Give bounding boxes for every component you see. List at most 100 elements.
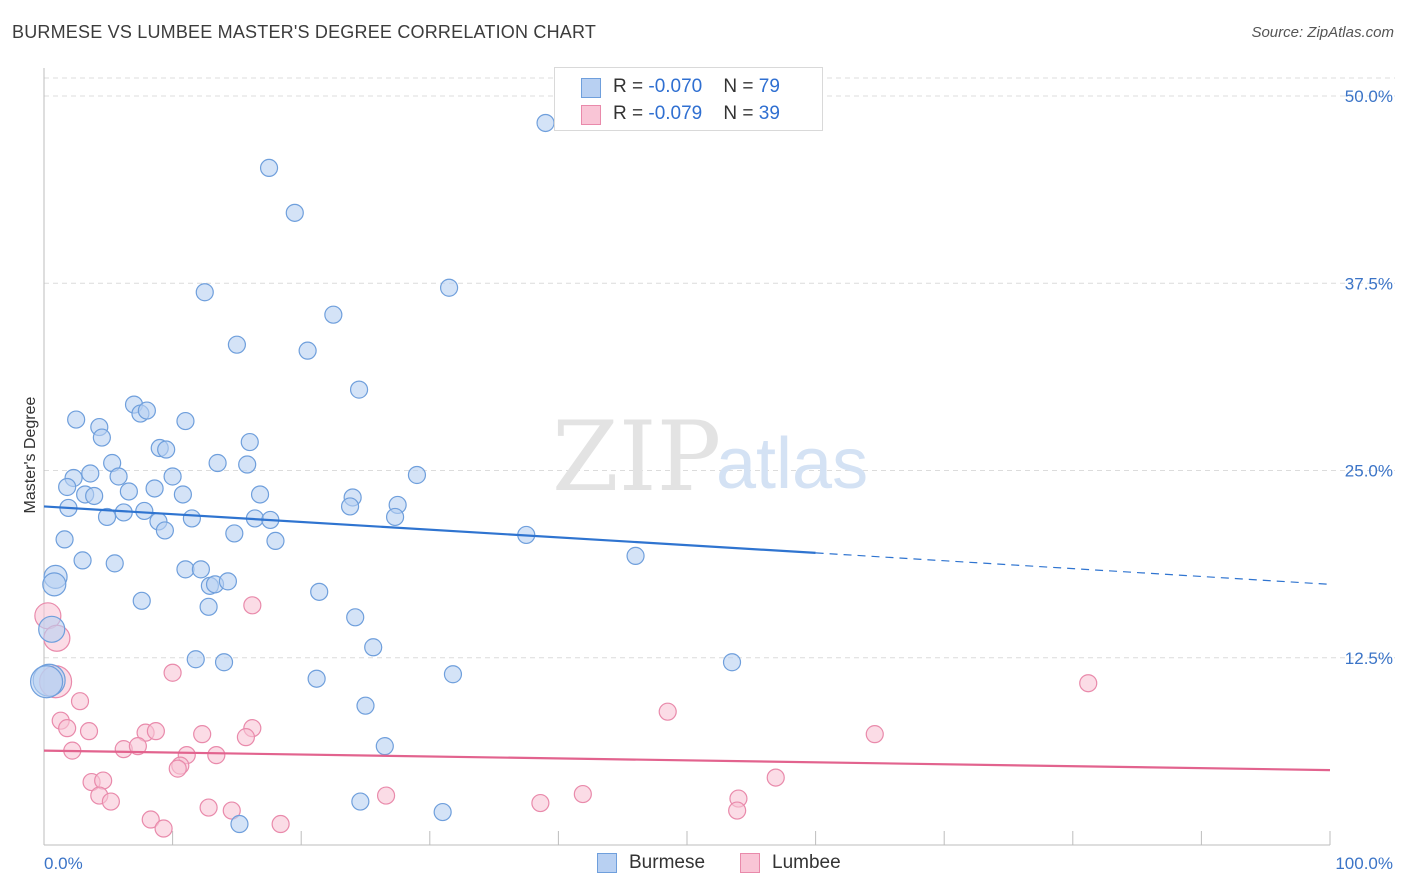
- legend-r-label: R =: [613, 103, 649, 124]
- burmese-point: [67, 410, 86, 429]
- burmese-point: [186, 650, 205, 669]
- burmese-point: [208, 453, 227, 473]
- axes: [43, 68, 1331, 846]
- legend-n-value: 39: [758, 103, 780, 124]
- burmese-point: [340, 497, 360, 516]
- burmese-point: [92, 428, 111, 447]
- lumbee-point: [58, 719, 77, 738]
- chart-title: BURMESE VS LUMBEE MASTER'S DEGREE CORREL…: [12, 22, 597, 42]
- lumbee-point: [728, 801, 747, 820]
- burmese-point: [298, 341, 317, 360]
- burmese-point: [73, 551, 92, 570]
- lumbee-point: [236, 728, 256, 747]
- burmese-point: [443, 665, 463, 684]
- lumbee-point: [573, 784, 592, 804]
- burmese-point: [42, 572, 67, 597]
- burmese-point: [439, 278, 459, 297]
- lumbee-point: [193, 725, 212, 744]
- lumbee-series: [34, 596, 1098, 838]
- lumbee-point: [154, 819, 173, 838]
- lumbee-point: [658, 702, 677, 721]
- lumbee-point: [101, 792, 120, 811]
- lumbee-point: [271, 814, 290, 834]
- burmese-point: [250, 485, 270, 504]
- legend-n-label: N =: [723, 103, 759, 124]
- legend-r-value: -0.079: [648, 103, 703, 124]
- bottom-legend-label-lumbee: Lumbee: [772, 852, 841, 873]
- burmese-point: [722, 653, 742, 672]
- burmese-point: [105, 554, 124, 573]
- lumbee-point: [531, 793, 550, 813]
- legend-n-label: N =: [723, 76, 759, 97]
- legend-swatch-lumbee: [581, 105, 601, 125]
- burmese-point: [364, 638, 383, 657]
- y-tick-label: 12.5%: [1345, 649, 1393, 668]
- burmese-point: [346, 608, 365, 627]
- trend-lines: [43, 505, 1331, 772]
- burmese-trend-extension: [815, 552, 1331, 585]
- burmese-point: [137, 401, 156, 420]
- legend-swatch-burmese: [581, 78, 601, 98]
- chart-source: Source: ZipAtlas.com: [1251, 24, 1394, 41]
- burmese-point: [132, 591, 151, 610]
- bottom-legend-swatch-burmese: [597, 853, 617, 873]
- burmese-point: [195, 283, 214, 302]
- burmese-point: [285, 203, 304, 222]
- burmese-point: [157, 440, 176, 459]
- burmese-point: [536, 113, 555, 133]
- burmese-series: [29, 113, 742, 834]
- burmese-point: [176, 560, 195, 579]
- burmese-point: [199, 597, 218, 616]
- burmese-point: [218, 572, 237, 591]
- y-tick-label: 50.0%: [1345, 87, 1393, 106]
- burmese-point: [433, 802, 452, 822]
- watermark-zip: ZIP: [552, 401, 721, 513]
- watermark: ZIP atlas: [552, 401, 868, 513]
- burmese-point: [259, 158, 279, 178]
- burmese-point: [163, 467, 182, 486]
- burmese-point: [375, 737, 394, 756]
- burmese-point: [227, 335, 246, 354]
- burmese-point: [191, 560, 210, 579]
- grid-lines: [44, 77, 1395, 659]
- burmese-point: [238, 455, 257, 474]
- lumbee-point: [207, 746, 226, 765]
- lumbee-point: [79, 722, 99, 741]
- burmese-point: [176, 411, 195, 431]
- lumbee-point: [141, 810, 160, 829]
- lumbee-trend-line: [43, 749, 1331, 772]
- burmese-trend-line: [43, 505, 816, 554]
- burmese-point: [135, 501, 154, 521]
- burmese-point: [109, 467, 128, 486]
- burmese-point: [173, 485, 192, 504]
- legend-n-value: 79: [758, 76, 780, 97]
- legend-r-label: R =: [613, 76, 649, 97]
- burmese-point: [155, 521, 174, 540]
- burmese-point: [119, 482, 138, 501]
- burmese-point: [385, 507, 405, 527]
- legend-text-lumbee: R = -0.079 N = 39: [613, 103, 780, 125]
- burmese-point: [81, 464, 100, 483]
- burmese-point: [351, 792, 370, 811]
- burmese-point: [55, 530, 74, 549]
- lumbee-point: [70, 692, 90, 711]
- burmese-point: [324, 305, 343, 324]
- y-axis-title: Master's Degree: [22, 396, 39, 513]
- lumbee-point: [128, 737, 147, 756]
- burmese-point: [97, 507, 117, 527]
- watermark-atlas: atlas: [716, 424, 868, 504]
- lumbee-point: [146, 722, 165, 741]
- legend-r-value: -0.070: [648, 76, 703, 97]
- burmese-point: [38, 615, 66, 643]
- burmese-point: [230, 814, 249, 834]
- burmese-point: [349, 380, 369, 399]
- burmese-point: [145, 479, 164, 498]
- burmese-point: [240, 432, 259, 452]
- burmese-point: [307, 669, 326, 688]
- x-tick-label: 100.0%: [1335, 854, 1393, 873]
- lumbee-point: [94, 771, 113, 790]
- burmese-point: [29, 665, 64, 699]
- bottom-legend-label-burmese: Burmese: [629, 852, 706, 873]
- y-tick-label: 37.5%: [1345, 274, 1393, 293]
